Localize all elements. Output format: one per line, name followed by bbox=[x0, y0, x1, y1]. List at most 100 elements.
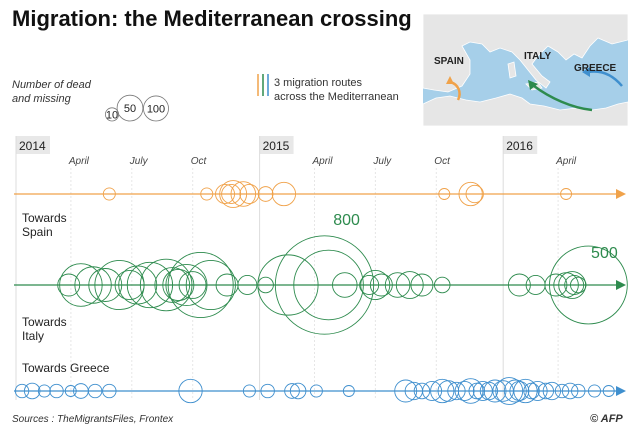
series-axis-arrow bbox=[616, 280, 626, 290]
series-row: Towards Greece bbox=[14, 361, 626, 405]
data-point bbox=[422, 381, 443, 401]
data-point bbox=[457, 378, 484, 404]
map-arrow-greece bbox=[582, 67, 590, 77]
data-point bbox=[88, 268, 123, 302]
data-point bbox=[359, 275, 380, 295]
size-legend-value: 50 bbox=[124, 103, 136, 115]
data-point bbox=[49, 383, 64, 399]
year-label-background bbox=[16, 136, 50, 154]
data-point bbox=[284, 383, 300, 399]
size-legend-circles: 10 50 100 bbox=[105, 94, 169, 122]
data-point bbox=[102, 187, 116, 201]
month-label: Oct bbox=[191, 156, 208, 167]
routes-legend-line-1: 3 migration routes bbox=[274, 77, 363, 89]
mediterranean-map: SPAIN ITALY GREECE bbox=[422, 13, 629, 127]
series-label-line-2: Italy bbox=[22, 329, 44, 343]
data-point bbox=[14, 383, 30, 399]
data-point bbox=[23, 382, 41, 400]
month-label: July bbox=[129, 156, 149, 167]
data-point bbox=[257, 186, 274, 202]
data-point bbox=[165, 263, 208, 307]
data-point bbox=[219, 180, 248, 208]
series-label: Towards bbox=[22, 211, 67, 225]
map-arrow-spain bbox=[446, 76, 454, 84]
size-legend-label: Number of dead and missing bbox=[12, 78, 91, 106]
size-legend-circle bbox=[143, 95, 169, 122]
data-point bbox=[537, 382, 554, 400]
data-point bbox=[549, 245, 628, 325]
data-point bbox=[139, 258, 193, 312]
data-point bbox=[458, 181, 483, 207]
map-route-greece bbox=[587, 70, 623, 87]
data-point bbox=[564, 275, 585, 295]
size-legend-value: 100 bbox=[147, 103, 165, 115]
data-point bbox=[87, 383, 103, 399]
data-point bbox=[37, 384, 51, 398]
data-point bbox=[274, 235, 375, 335]
data-point bbox=[74, 266, 112, 304]
routes-legend-swatches bbox=[257, 74, 269, 96]
data-point bbox=[215, 184, 236, 204]
data-point bbox=[114, 269, 145, 301]
data-point bbox=[102, 383, 117, 399]
size-legend-line-2: and missing bbox=[12, 93, 71, 105]
series-axis-arrow bbox=[616, 386, 626, 396]
routes-legend-line-2: across the Mediterranean bbox=[274, 91, 399, 103]
data-point bbox=[242, 384, 256, 398]
data-point bbox=[430, 378, 455, 404]
size-legend-line-1: Number of dead bbox=[12, 79, 91, 91]
series-label: Towards bbox=[22, 315, 67, 329]
data-point bbox=[571, 383, 586, 399]
chart-title: Migration: the Mediterranean crossing bbox=[12, 6, 412, 31]
data-point bbox=[544, 273, 568, 297]
data-point bbox=[472, 381, 493, 401]
map-label-italy: ITALY bbox=[524, 51, 552, 62]
series-label-line-2: Spain bbox=[22, 225, 53, 239]
peak-annotation: 500 bbox=[591, 245, 618, 262]
data-point bbox=[369, 273, 393, 297]
data-point bbox=[271, 181, 297, 207]
series-label: Towards Greece bbox=[22, 361, 110, 375]
month-label: July bbox=[372, 156, 392, 167]
data-point bbox=[560, 188, 573, 200]
data-point bbox=[293, 249, 364, 321]
map-label-greece: GREECE bbox=[574, 63, 617, 74]
data-point bbox=[434, 276, 451, 294]
size-legend-circle bbox=[116, 94, 144, 122]
data-point bbox=[309, 384, 323, 398]
map-land-sardinia bbox=[507, 61, 517, 79]
data-point bbox=[554, 383, 570, 399]
data-point bbox=[221, 184, 242, 204]
data-point bbox=[237, 275, 258, 295]
data-point bbox=[465, 184, 484, 204]
data-point bbox=[342, 385, 355, 397]
month-label: April bbox=[555, 156, 577, 167]
data-point bbox=[384, 272, 411, 298]
data-point bbox=[413, 382, 431, 400]
map-route-italy bbox=[533, 84, 593, 112]
data-point bbox=[394, 379, 418, 403]
data-point bbox=[454, 381, 475, 401]
data-point bbox=[360, 269, 391, 301]
map-land-africa bbox=[422, 93, 629, 127]
data-point bbox=[570, 276, 587, 294]
year-label: 2014 bbox=[19, 139, 46, 153]
data-point bbox=[527, 381, 548, 401]
time-axis: 2014 2015 2016 April July Oct April July Oct Apri… bbox=[15, 136, 577, 400]
data-point bbox=[507, 273, 531, 297]
month-label: Oct bbox=[434, 156, 451, 167]
data-point bbox=[542, 381, 562, 401]
map-land-europe bbox=[422, 13, 629, 93]
data-point bbox=[162, 268, 195, 302]
year-label-background bbox=[259, 136, 294, 154]
month-label: April bbox=[312, 156, 334, 167]
data-point bbox=[200, 187, 214, 201]
data-point bbox=[126, 261, 174, 309]
data-point bbox=[178, 271, 207, 299]
credit-logo: © AFP bbox=[590, 413, 623, 425]
data-point bbox=[561, 382, 579, 400]
